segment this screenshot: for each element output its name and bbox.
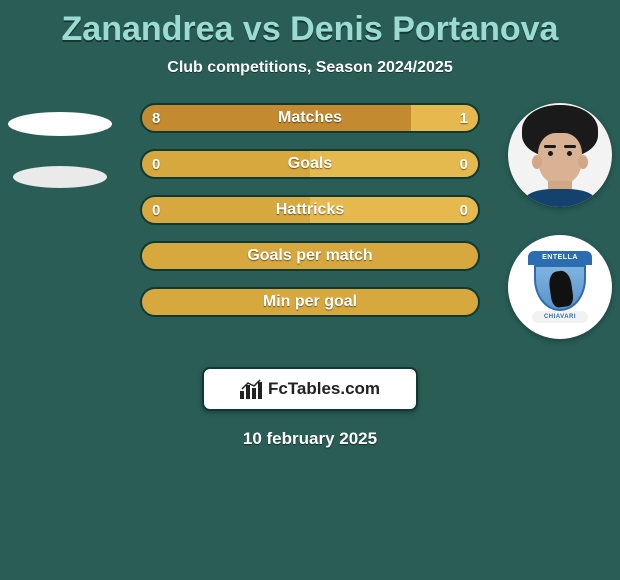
stat-row: Goals00 <box>140 149 480 179</box>
stat-bar-right-fill <box>310 151 478 177</box>
stat-bar-left-fill <box>142 243 478 269</box>
avatar-placeholder-icon <box>8 112 112 136</box>
comparison-area: ENTELLA CHIAVARI Matches81Goals00Hattric… <box>0 117 620 357</box>
stat-bars: Matches81Goals00Hattricks00Goals per mat… <box>140 103 480 333</box>
stat-value-left: 8 <box>152 103 160 133</box>
stat-value-right: 0 <box>460 195 468 225</box>
club-name-top: ENTELLA <box>528 251 592 265</box>
club-shield-icon: ENTELLA CHIAVARI <box>528 251 592 323</box>
stat-bar-right-fill <box>310 197 478 223</box>
stat-value-right: 1 <box>460 103 468 133</box>
brand-text: FcTables.com <box>268 379 380 399</box>
stat-row: Matches81 <box>140 103 480 133</box>
avatar-placeholder-icon <box>13 166 107 188</box>
stat-bar-left-fill <box>142 105 411 131</box>
player-right-club-badge: ENTELLA CHIAVARI <box>508 235 612 339</box>
player-left-avatar <box>8 112 112 216</box>
page-title: Zanandrea vs Denis Portanova <box>0 0 620 49</box>
stat-value-right: 0 <box>460 149 468 179</box>
stat-row: Goals per match <box>140 241 480 271</box>
stat-row: Min per goal <box>140 287 480 317</box>
bar-chart-icon <box>240 379 262 399</box>
brand-badge[interactable]: FcTables.com <box>202 367 418 411</box>
stat-value-left: 0 <box>152 195 160 225</box>
player-right-avatar <box>508 103 612 207</box>
club-name-bottom: CHIAVARI <box>532 311 588 323</box>
stat-bar-left-fill <box>142 289 478 315</box>
page-subtitle: Club competitions, Season 2024/2025 <box>0 59 620 77</box>
stat-value-left: 0 <box>152 149 160 179</box>
stat-bar-left-fill <box>142 151 310 177</box>
stat-row: Hattricks00 <box>140 195 480 225</box>
stat-bar-left-fill <box>142 197 310 223</box>
snapshot-date: 10 february 2025 <box>0 429 620 449</box>
